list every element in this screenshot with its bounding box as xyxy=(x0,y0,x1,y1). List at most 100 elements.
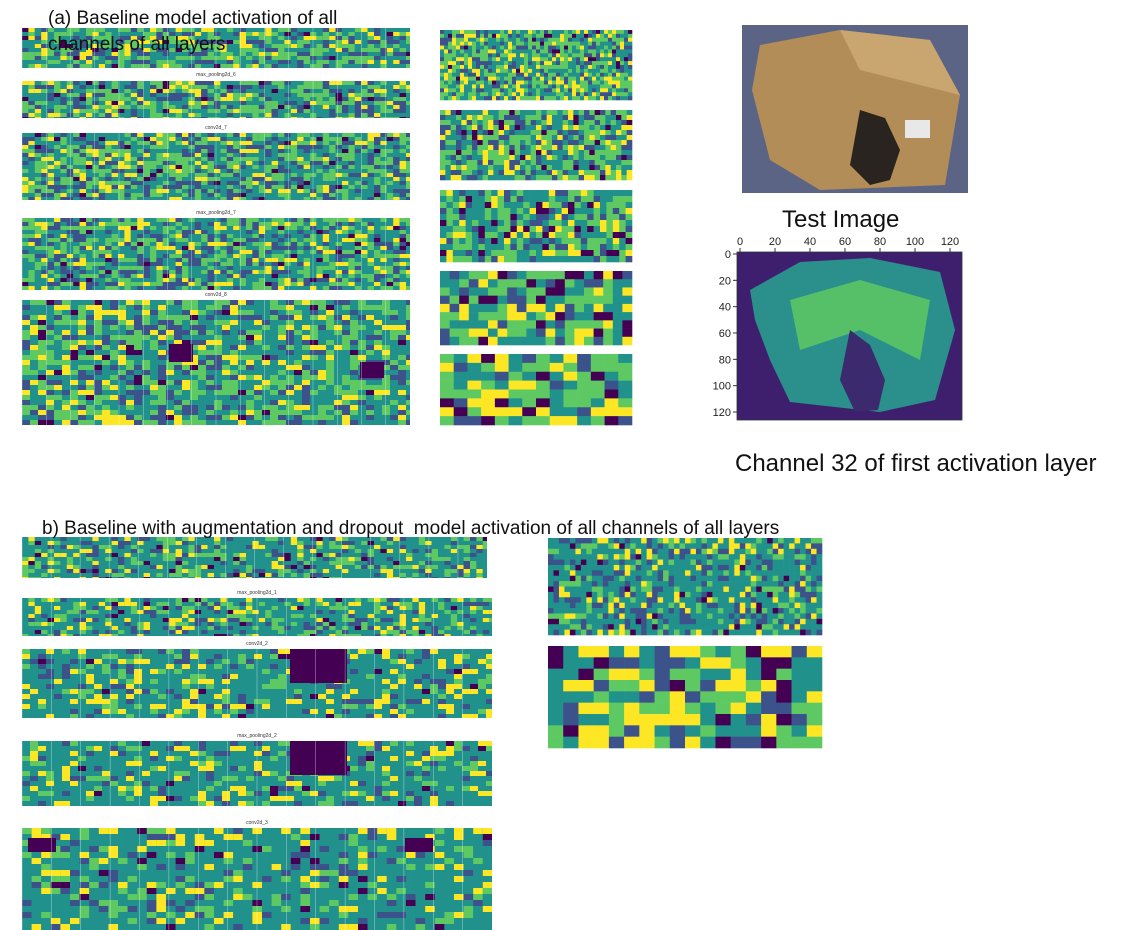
activation-cell xyxy=(304,145,310,149)
activation-cell xyxy=(150,109,156,113)
activation-cell xyxy=(78,400,86,405)
activation-cell xyxy=(358,405,366,410)
activation-cell xyxy=(137,230,143,234)
activation-cell xyxy=(201,60,207,64)
activation-cell xyxy=(516,34,520,38)
activation-cell xyxy=(35,64,41,68)
activation-cell xyxy=(278,85,284,89)
activation-cell xyxy=(105,262,111,266)
activation-cell xyxy=(80,262,86,266)
activation-cell xyxy=(361,101,367,105)
activation-cell xyxy=(137,262,143,266)
activation-cell xyxy=(588,42,592,46)
activation-cell xyxy=(48,246,54,250)
activation-cell xyxy=(86,340,94,345)
activation-cell xyxy=(366,385,374,390)
activation-cell xyxy=(94,340,102,345)
activation-cell xyxy=(30,420,38,425)
activation-cell xyxy=(208,97,214,101)
activation-cell xyxy=(73,242,79,246)
activation-cell xyxy=(62,310,70,315)
activation-cell xyxy=(156,109,162,113)
activation-cell xyxy=(265,133,271,137)
activation-cell xyxy=(54,238,60,242)
activation-cell xyxy=(400,266,406,270)
activation-cell xyxy=(387,234,393,238)
activation-cell xyxy=(334,400,342,405)
activation-cell xyxy=(92,153,98,157)
activation-cell xyxy=(150,81,156,85)
activation-cell xyxy=(227,278,233,282)
activation-cell xyxy=(22,310,30,315)
activation-cell xyxy=(304,286,310,290)
activation-cell xyxy=(41,149,47,153)
activation-cell xyxy=(208,254,214,258)
activation-cell xyxy=(310,395,318,400)
activation-cell xyxy=(297,266,303,270)
activation-cell xyxy=(214,89,220,93)
activation-cell xyxy=(560,42,564,46)
activation-cell xyxy=(342,420,350,425)
activation-cell xyxy=(304,177,310,181)
activation-cell xyxy=(22,315,30,320)
activation-cell xyxy=(270,325,278,330)
activation-cell xyxy=(616,49,620,53)
activation-cell xyxy=(73,149,79,153)
activation-cell xyxy=(208,133,214,137)
activation-cell xyxy=(393,274,399,278)
activation-cell xyxy=(54,258,60,262)
activation-cell xyxy=(406,149,410,153)
activation-cell xyxy=(35,234,41,238)
activation-cell xyxy=(374,266,380,270)
activation-cell xyxy=(302,355,310,360)
activation-cell xyxy=(92,113,98,117)
activation-cell xyxy=(540,46,544,50)
activation-cell xyxy=(355,254,361,258)
activation-cell xyxy=(198,395,206,400)
activation-cell xyxy=(278,300,286,305)
activation-cell xyxy=(342,137,348,141)
activation-cell xyxy=(512,46,516,50)
activation-cell xyxy=(406,85,410,89)
activation-cell xyxy=(342,380,350,385)
activation-cell xyxy=(41,274,47,278)
activation-cell xyxy=(35,262,41,266)
activation-cell xyxy=(254,315,262,320)
activation-cell xyxy=(355,169,361,173)
activation-cell xyxy=(78,375,86,380)
activation-cell xyxy=(150,238,156,242)
activation-cell xyxy=(131,153,137,157)
activation-cell xyxy=(54,230,60,234)
activation-cell xyxy=(259,270,265,274)
activation-cell xyxy=(240,105,246,109)
activation-cell xyxy=(156,234,162,238)
activation-cell xyxy=(35,246,41,250)
activation-cell xyxy=(272,141,278,145)
activation-cell xyxy=(252,133,258,137)
activation-cell xyxy=(246,246,252,250)
activation-cell xyxy=(195,189,201,193)
activation-cell xyxy=(374,222,380,226)
activation-cell xyxy=(604,42,608,46)
activation-cell xyxy=(252,153,258,157)
activation-cell xyxy=(390,360,398,365)
activation-cell xyxy=(246,137,252,141)
activation-cell xyxy=(80,93,86,97)
activation-cell xyxy=(35,177,41,181)
activation-cell xyxy=(233,274,239,278)
activation-cell xyxy=(80,226,86,230)
activation-cell xyxy=(220,274,226,278)
activation-cell xyxy=(390,320,398,325)
activation-cell xyxy=(484,49,488,53)
activation-cell xyxy=(62,320,70,325)
activation-cell xyxy=(336,230,342,234)
activation-cell xyxy=(556,53,560,57)
activation-cell xyxy=(169,266,175,270)
activation-cell xyxy=(336,133,342,137)
activation-cell xyxy=(246,355,254,360)
activation-cell xyxy=(612,49,616,53)
activation-cell xyxy=(206,385,214,390)
activation-cell xyxy=(326,305,334,310)
activation-cell xyxy=(166,335,174,340)
activation-cell xyxy=(48,197,54,200)
